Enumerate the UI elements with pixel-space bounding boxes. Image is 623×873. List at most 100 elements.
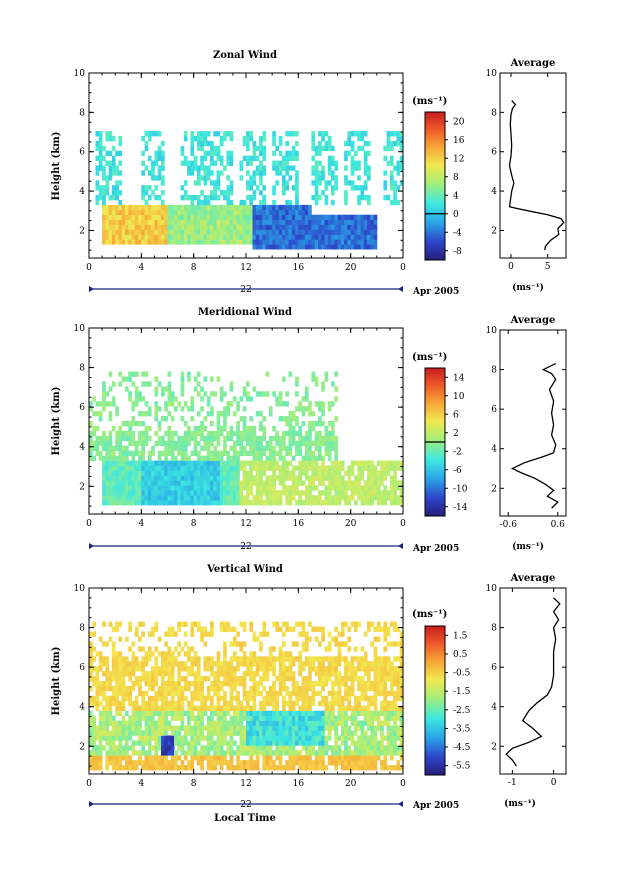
heatmap-cell (131, 416, 136, 422)
heatmap-cell (200, 695, 204, 702)
heatmap-cell (252, 705, 257, 711)
heatmap-cell (115, 700, 119, 707)
heatmap-cell (174, 715, 178, 721)
heatmap-cell (111, 170, 116, 176)
heatmap-cell (262, 234, 267, 240)
heatmap-cell (282, 244, 286, 250)
heatmap-cell (229, 735, 234, 741)
heatmap-cell (275, 710, 280, 716)
heatmap-cell (321, 131, 325, 137)
heatmap-cell (219, 391, 224, 397)
heatmap-cell (200, 725, 204, 731)
heatmap-cell (157, 666, 162, 672)
heatmap-cell (272, 725, 276, 731)
heatmap-cell (213, 430, 217, 437)
heatmap-cell (252, 730, 257, 736)
heatmap-cell (226, 750, 231, 756)
heatmap-cell (334, 690, 338, 697)
heatmap-cell (174, 480, 178, 486)
heatmap-cell (213, 490, 217, 496)
heatmap-cell (108, 495, 113, 501)
heatmap-cell (219, 485, 224, 491)
heatmap-cell (177, 450, 181, 456)
heatmap-cell (154, 720, 159, 726)
heatmap-cell (141, 695, 145, 702)
heatmap-cell (174, 470, 178, 476)
heatmap-cell (350, 470, 355, 476)
heatmap-cell (105, 470, 110, 476)
heatmap-cell (347, 666, 352, 672)
heatmap-cell (111, 765, 116, 771)
heatmap-cell (337, 710, 342, 716)
heatmap-cell (311, 685, 316, 692)
heatmap-cell (275, 700, 280, 707)
heatmap-cell (229, 136, 234, 142)
heatmap-cell (236, 234, 240, 240)
heatmap-cell (282, 710, 286, 716)
heatmap-cell (98, 185, 103, 191)
heatmap-cell (89, 760, 93, 766)
heatmap-cell (89, 666, 93, 672)
heatmap-cell (121, 685, 126, 692)
heatmap-cell (203, 131, 208, 137)
heatmap-cell (232, 671, 237, 677)
heatmap-cell (337, 745, 342, 751)
heatmap-cell (337, 700, 342, 707)
heatmap-cell (295, 175, 299, 181)
heatmap-cell (363, 170, 368, 176)
heatmap-cell (334, 455, 338, 461)
heatmap-cell (131, 204, 136, 211)
heatmap-cell (118, 621, 123, 627)
heatmap-cell (318, 730, 322, 736)
heatmap-cell (121, 475, 126, 481)
heatmap-cell (190, 631, 195, 637)
heatmap-cell (111, 470, 116, 476)
heatmap-cell (334, 641, 338, 647)
heatmap-cell (291, 165, 296, 171)
heatmap-cell (278, 475, 283, 481)
heatmap-cell (344, 621, 348, 627)
heatmap-cell (223, 136, 227, 142)
heatmap-cell (327, 140, 332, 147)
heatmap-cell (249, 485, 253, 491)
heatmap-cell (242, 224, 247, 230)
heatmap-cell (210, 730, 214, 736)
heatmap-cell (115, 204, 119, 211)
heatmap-cell (321, 224, 325, 230)
heatmap-cell (383, 695, 388, 702)
heatmap-cell (128, 725, 132, 731)
heatmap-cell (157, 234, 162, 240)
heatmap-cell (314, 636, 319, 642)
heatmap-cell (190, 735, 195, 741)
heatmap-cell (353, 244, 358, 250)
heatmap-cell (311, 371, 316, 377)
heatmap-cell (239, 165, 244, 171)
heatmap-cell (285, 475, 289, 481)
heatmap-cell (396, 465, 401, 471)
heatmap-cell (118, 500, 123, 506)
heatmap-cell (389, 681, 394, 687)
heatmap-cell (229, 695, 234, 702)
heatmap-cell (393, 730, 397, 736)
heatmap-cell (393, 765, 397, 771)
heatmap-cell (183, 725, 188, 731)
heatmap-cell (360, 646, 365, 652)
heatmap-cell (111, 401, 116, 407)
heatmap-cell (344, 656, 348, 662)
heatmap-cell (164, 720, 168, 726)
heatmap-cell (95, 445, 100, 451)
heatmap-cell (232, 214, 237, 220)
heatmap-cell (216, 500, 221, 506)
heatmap-cell (161, 695, 165, 702)
heatmap-cell (111, 465, 116, 471)
heatmap-cell (183, 666, 188, 672)
heatmap-cell (308, 720, 312, 726)
heatmap-cell (367, 666, 371, 672)
heatmap-cell (213, 145, 217, 152)
heatmap-cell (141, 621, 145, 627)
heatmap-cell (219, 219, 224, 225)
heatmap-cell (265, 229, 270, 235)
heatmap-cell (226, 214, 231, 220)
heatmap-cell (295, 224, 299, 230)
heatmap-cell (278, 480, 283, 486)
